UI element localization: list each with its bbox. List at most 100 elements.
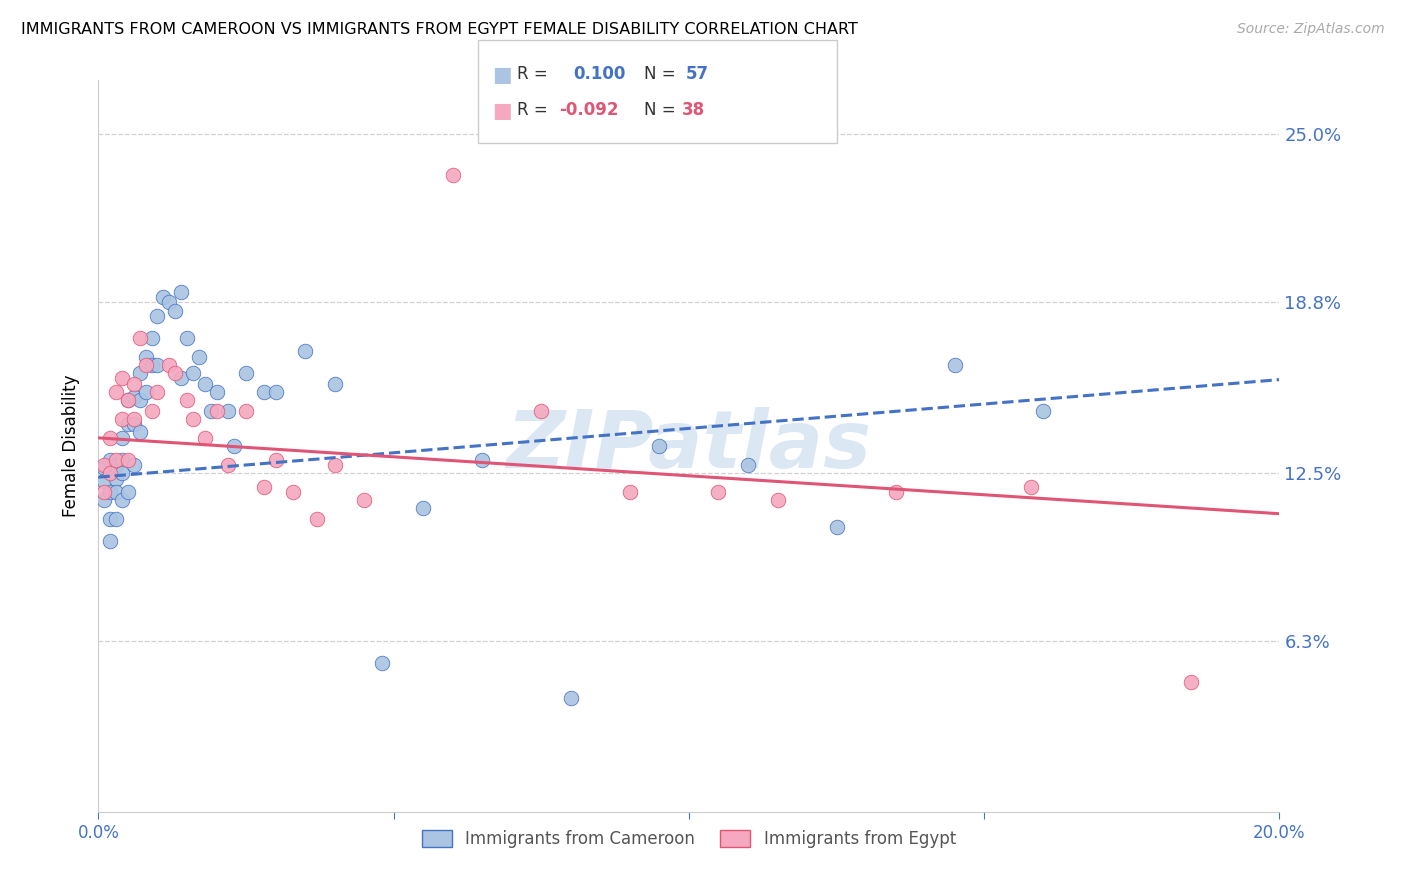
Point xyxy=(560,690,582,705)
Point xyxy=(146,384,169,399)
Point xyxy=(217,458,239,472)
Point xyxy=(165,366,187,380)
Point xyxy=(194,376,217,391)
Text: N =: N = xyxy=(644,101,681,119)
Point xyxy=(305,512,328,526)
Point xyxy=(353,493,375,508)
Point xyxy=(141,404,163,418)
Point xyxy=(707,485,730,500)
Text: 38: 38 xyxy=(682,101,704,119)
Point xyxy=(648,439,671,453)
Point xyxy=(111,452,134,467)
Point xyxy=(111,493,134,508)
Point xyxy=(146,309,169,323)
Point xyxy=(323,376,346,391)
Point xyxy=(98,533,121,548)
Point xyxy=(98,431,121,445)
Point xyxy=(128,392,150,407)
Point xyxy=(111,466,134,480)
Point xyxy=(283,485,305,500)
Point xyxy=(146,358,169,372)
Text: ■: ■ xyxy=(492,65,512,85)
Point xyxy=(205,404,228,418)
Point xyxy=(93,493,115,508)
Point xyxy=(93,460,115,475)
Point xyxy=(253,480,276,494)
Point xyxy=(205,384,228,399)
Point xyxy=(105,384,128,399)
Point xyxy=(105,458,128,472)
Point xyxy=(135,350,157,364)
Point xyxy=(294,344,316,359)
Point xyxy=(235,404,257,418)
Point xyxy=(98,512,121,526)
Point xyxy=(217,404,239,418)
Point xyxy=(253,384,276,399)
Point xyxy=(122,458,145,472)
Point xyxy=(176,392,198,407)
Text: IMMIGRANTS FROM CAMEROON VS IMMIGRANTS FROM EGYPT FEMALE DISABILITY CORRELATION : IMMIGRANTS FROM CAMEROON VS IMMIGRANTS F… xyxy=(21,22,858,37)
Point xyxy=(111,412,134,426)
Point xyxy=(111,431,134,445)
Point xyxy=(943,358,966,372)
Point xyxy=(441,168,464,182)
Point xyxy=(157,358,180,372)
Point xyxy=(371,656,394,670)
Point xyxy=(619,485,641,500)
Text: -0.092: -0.092 xyxy=(560,101,619,119)
Point xyxy=(128,425,150,440)
Point xyxy=(122,376,145,391)
Point xyxy=(181,412,204,426)
Point xyxy=(98,485,121,500)
Point xyxy=(152,290,174,304)
Text: R =: R = xyxy=(517,101,554,119)
Point xyxy=(181,366,204,380)
Point xyxy=(187,350,209,364)
Point xyxy=(111,371,134,385)
Point xyxy=(737,458,759,472)
Point xyxy=(141,358,163,372)
Point xyxy=(105,485,128,500)
Text: N =: N = xyxy=(644,65,681,83)
Point xyxy=(1180,674,1202,689)
Point xyxy=(117,452,139,467)
Point xyxy=(165,303,187,318)
Point xyxy=(884,485,907,500)
Point xyxy=(93,474,115,488)
Point xyxy=(128,366,150,380)
Point xyxy=(323,458,346,472)
Point xyxy=(117,392,139,407)
Point xyxy=(98,452,121,467)
Point xyxy=(530,404,553,418)
Text: R =: R = xyxy=(517,65,554,83)
Point xyxy=(122,412,145,426)
Point xyxy=(117,485,139,500)
Point xyxy=(235,366,257,380)
Text: 57: 57 xyxy=(686,65,709,83)
Point xyxy=(224,439,246,453)
Point xyxy=(98,466,121,480)
Point xyxy=(122,390,145,404)
Point xyxy=(117,392,139,407)
Text: Source: ZipAtlas.com: Source: ZipAtlas.com xyxy=(1237,22,1385,37)
Point xyxy=(412,501,434,516)
Point xyxy=(766,493,789,508)
Point xyxy=(157,295,180,310)
Point xyxy=(93,485,115,500)
Legend: Immigrants from Cameroon, Immigrants from Egypt: Immigrants from Cameroon, Immigrants fro… xyxy=(415,823,963,855)
Point xyxy=(1032,404,1054,418)
Point xyxy=(176,331,198,345)
Point xyxy=(141,331,163,345)
Point xyxy=(135,358,157,372)
Point xyxy=(105,471,128,485)
Point xyxy=(105,452,128,467)
Point xyxy=(117,417,139,432)
Point xyxy=(105,512,128,526)
Point xyxy=(170,371,193,385)
Point xyxy=(825,520,848,534)
Point xyxy=(93,458,115,472)
Point xyxy=(128,331,150,345)
Point xyxy=(122,417,145,432)
Text: ■: ■ xyxy=(492,101,512,120)
Point xyxy=(1021,480,1043,494)
